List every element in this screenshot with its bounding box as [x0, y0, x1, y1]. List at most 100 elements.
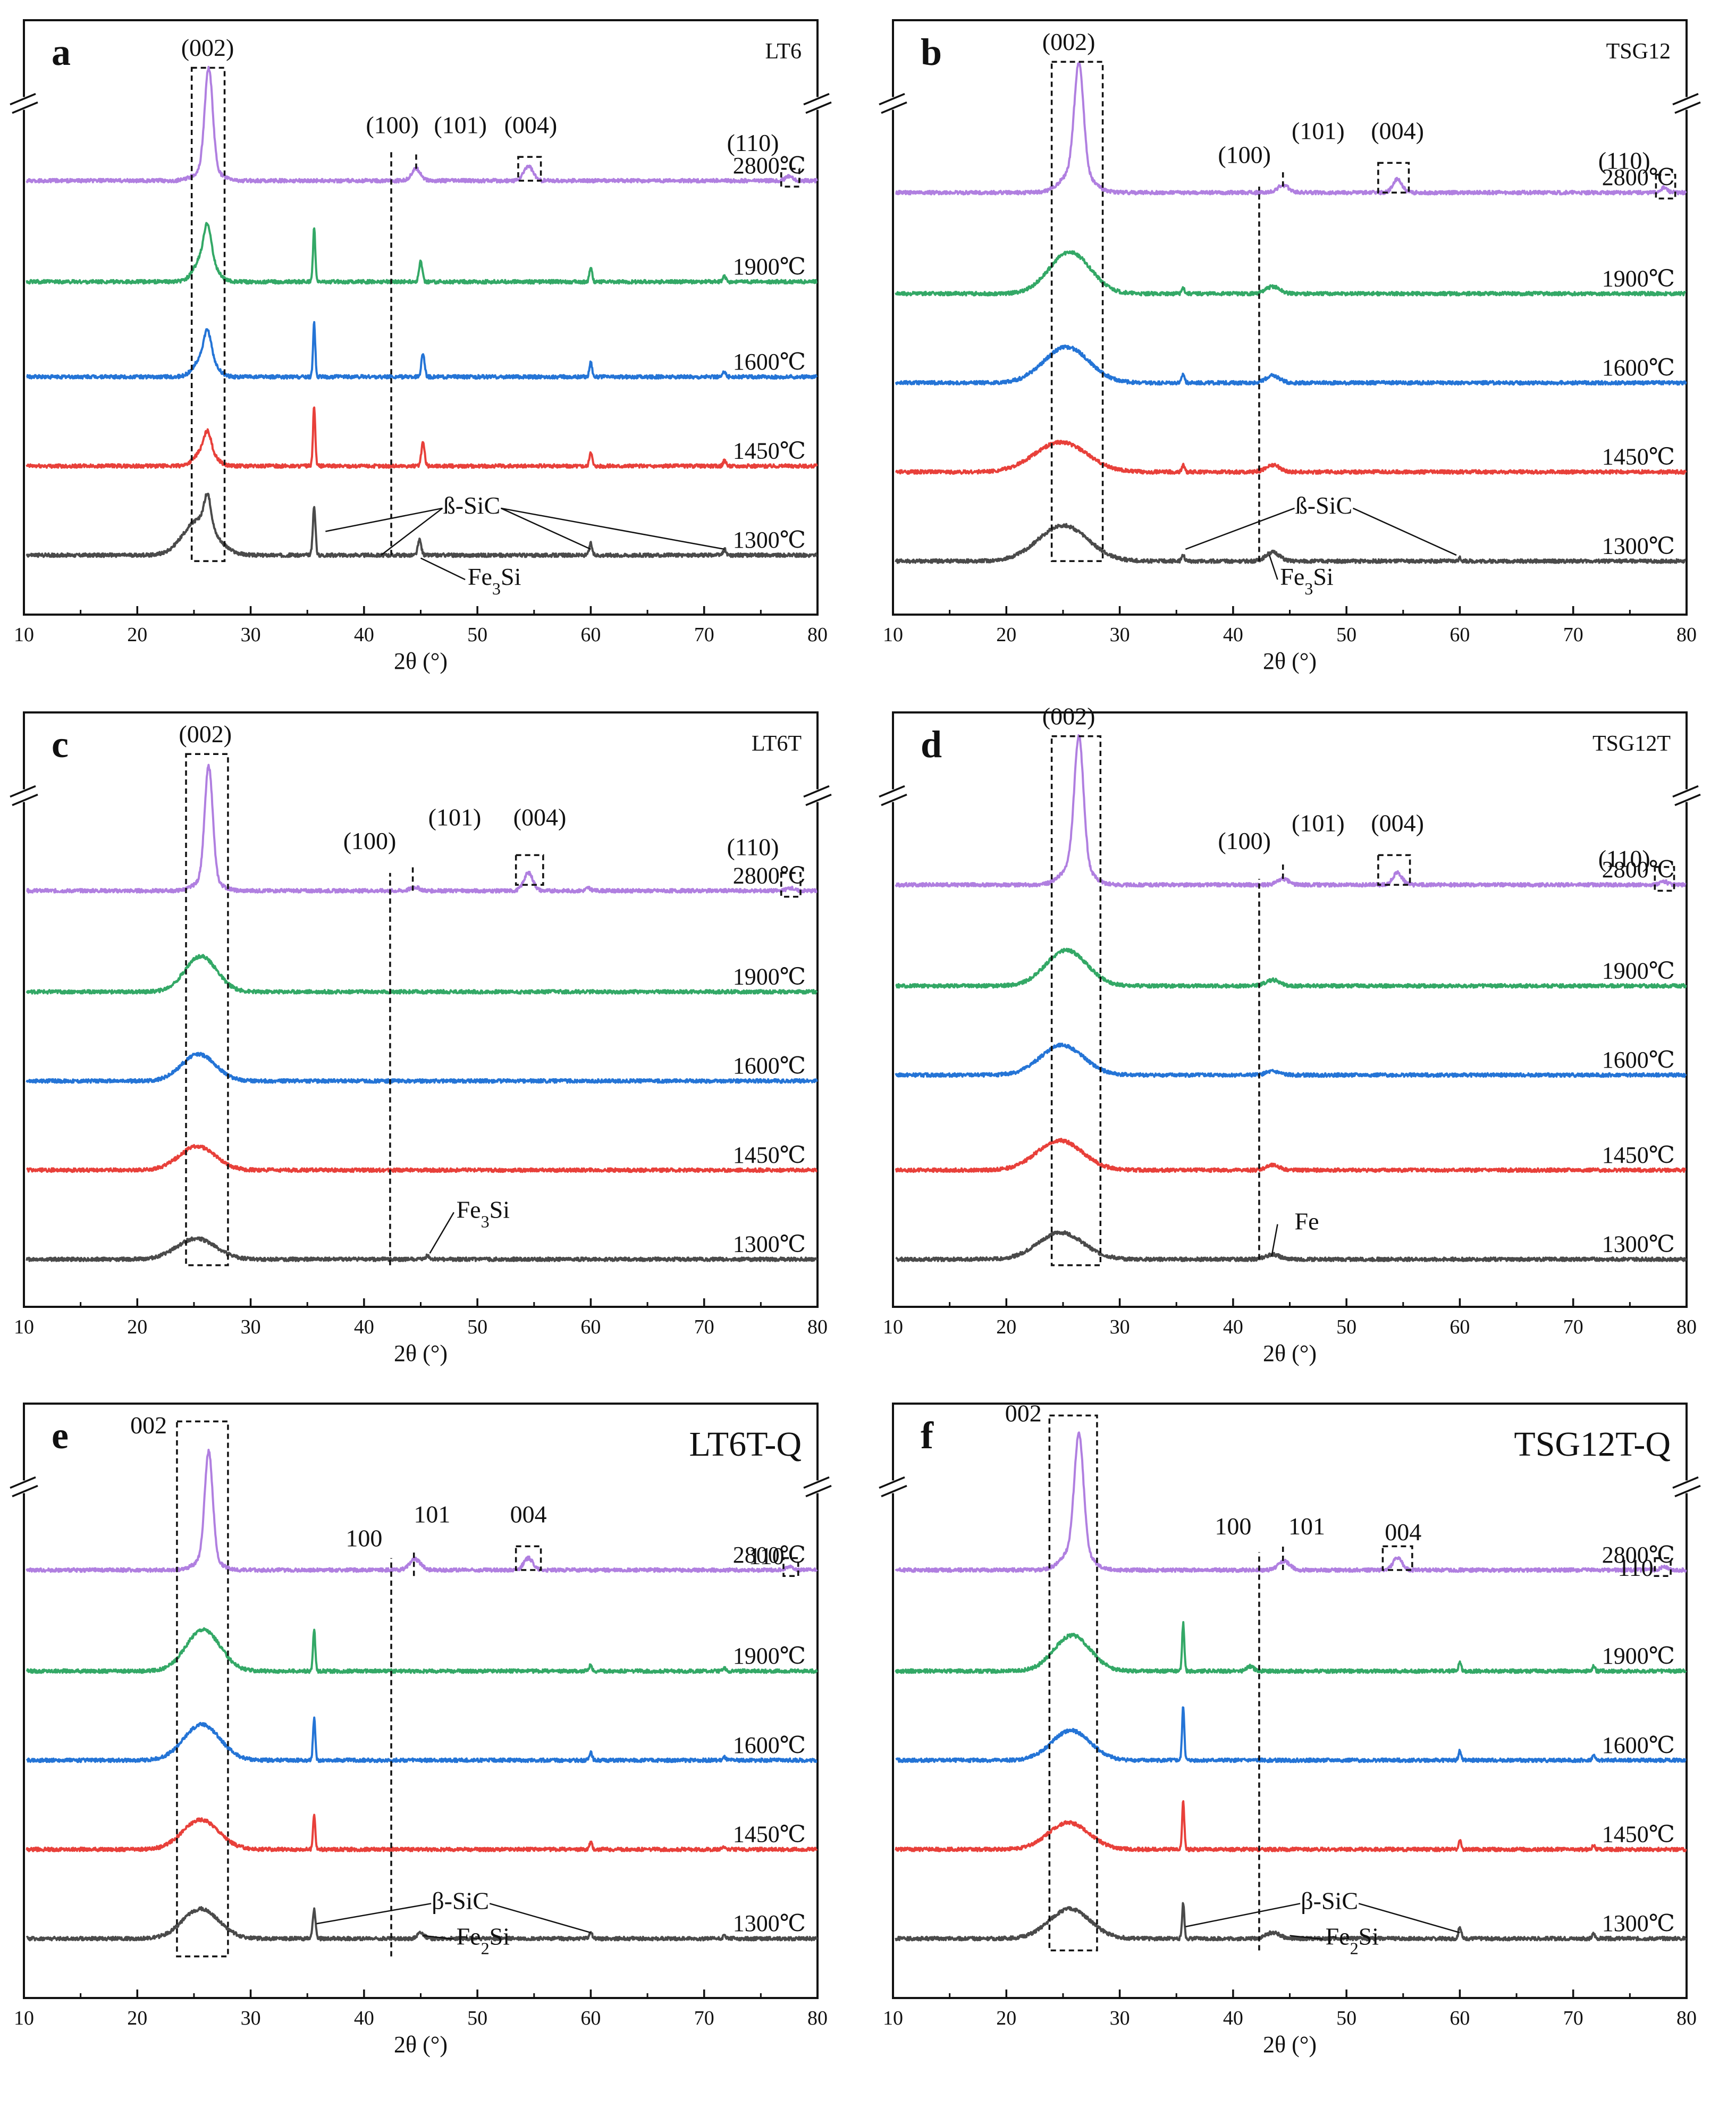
sample-name: TSG12T: [1592, 732, 1671, 756]
phase-leader-line: [1271, 1224, 1278, 1257]
axis-break-mark: [1672, 785, 1699, 798]
phase-label: β-SiC: [1301, 1887, 1358, 1914]
x-axis-label: 2θ (°): [1263, 1340, 1317, 1366]
plane-label: (110): [727, 833, 779, 860]
temperature-label: 1900℃: [733, 254, 806, 280]
axis-break-mark: [1672, 93, 1699, 106]
x-tick-label: 10: [14, 1316, 34, 1338]
axis-break-mark: [1674, 793, 1701, 807]
x-tick-label: 40: [354, 624, 374, 646]
temperature-label: 1450℃: [1602, 1142, 1675, 1168]
series-1900℃: [895, 947, 1687, 989]
axis-break-mark: [1674, 1484, 1701, 1498]
series-2800℃: [26, 65, 818, 184]
plane-label: 002: [130, 1412, 167, 1439]
dashed-peak-box: [1377, 854, 1411, 886]
axis-break-mark: [10, 1476, 36, 1489]
plane-label: 004: [510, 1501, 547, 1528]
panel-f: 10 20 30 40 50 60 70 80 2θ (°) f TSG12T-Q 1300℃ 1450…: [879, 1400, 1701, 2058]
series-1300℃: [26, 492, 818, 558]
axis-break-mark: [805, 101, 832, 114]
sample-name: LT6T: [752, 732, 802, 756]
dashed-peak-box: [1381, 1545, 1413, 1571]
dashed-peak-box: [185, 753, 229, 1266]
x-tick-label: 50: [1336, 624, 1356, 646]
plane-label: (100): [343, 827, 397, 854]
x-axis-label: 2θ (°): [394, 648, 448, 674]
plane-label: (002): [1042, 28, 1095, 55]
series-1900℃: [26, 222, 818, 285]
plane-label: 110: [1617, 1554, 1653, 1581]
dashed-peak-box: [1654, 866, 1675, 892]
phase-leader-line: [1352, 507, 1457, 556]
plane-label: (100): [1218, 141, 1271, 168]
series-1600℃: [26, 1052, 818, 1084]
temperature-label: 2800℃: [733, 153, 806, 179]
plane-label: 002: [1005, 1400, 1042, 1427]
phase-leader-line: [1185, 507, 1295, 550]
dashed-peak-box: [515, 854, 544, 886]
temperature-label: 1450℃: [733, 1821, 806, 1848]
series-1450℃: [26, 1144, 818, 1173]
panel-c: 10 20 30 40 50 60 70 80 2θ (°) c LT6T 1300℃ 1450℃ 160…: [10, 711, 832, 1366]
panel-letter: a: [52, 31, 71, 73]
series-1900℃: [26, 954, 818, 995]
series-1900℃: [26, 1627, 818, 1674]
x-tick-label: 40: [1223, 2007, 1243, 2029]
phase-label: Fe3Si: [1280, 563, 1333, 598]
series-1450℃: [26, 1814, 818, 1852]
phase-label: ß-SiC: [443, 492, 500, 519]
phase-label: Fe2Si: [1326, 1923, 1379, 1958]
dashed-peak-box: [1050, 61, 1104, 563]
series-1450℃: [895, 1138, 1687, 1173]
series-1600℃: [26, 1716, 818, 1764]
plane-label: (004): [1371, 810, 1424, 837]
x-tick-label: 60: [1450, 624, 1470, 646]
plane-label: (002): [1042, 702, 1095, 729]
plane-label: 100: [1215, 1513, 1251, 1540]
x-tick-label: 20: [996, 624, 1016, 646]
plot-frame: [892, 1403, 1688, 1999]
panel-letter: c: [52, 723, 69, 766]
sample-name: LT6: [765, 39, 802, 64]
phase-leader-line: [325, 507, 443, 532]
x-tick-label: 70: [1563, 624, 1583, 646]
phase-leader-line: [1290, 1935, 1323, 1940]
x-tick-label: 40: [354, 1316, 374, 1338]
phase-label: β-SiC: [432, 1887, 489, 1914]
x-tick-label: 30: [241, 624, 261, 646]
x-axis-label: 2θ (°): [1263, 2032, 1317, 2058]
plane-label: 100: [345, 1524, 382, 1551]
x-tick-label: 50: [1336, 2007, 1356, 2029]
temperature-label: 1900℃: [1602, 265, 1675, 291]
series-2800℃: [26, 1448, 818, 1573]
phase-leader-line: [316, 1903, 432, 1925]
x-tick-label: 40: [1223, 624, 1243, 646]
dashed-peak-box: [517, 156, 542, 182]
plane-label: (100): [1218, 827, 1271, 854]
series-1450℃: [26, 406, 818, 469]
temperature-label: 1300℃: [733, 1231, 806, 1257]
temperature-label: 2800℃: [1602, 1542, 1675, 1568]
x-tick-label: 60: [1450, 2007, 1470, 2029]
phase-leader-line: [429, 1212, 454, 1254]
x-tick-label: 10: [14, 624, 34, 646]
axis-break-mark: [12, 101, 38, 114]
series-2800℃: [895, 734, 1687, 888]
series-1600℃: [895, 1706, 1687, 1764]
x-tick-label: 30: [241, 1316, 261, 1338]
dashed-peak-box: [1048, 1414, 1098, 1952]
temperature-label: 1450℃: [733, 1142, 806, 1168]
axis-break-mark: [803, 1476, 830, 1489]
axis-break-mark: [879, 785, 905, 798]
panel-letter: e: [52, 1414, 69, 1457]
x-axis-label: 2θ (°): [1263, 648, 1317, 674]
plane-label: (002): [179, 720, 232, 748]
dashed-peak-box: [1377, 162, 1410, 194]
axis-break-mark: [803, 93, 830, 106]
plane-label: 101: [1288, 1513, 1325, 1540]
phase-leader-line: [381, 507, 443, 556]
plot-frame: [892, 19, 1688, 616]
temperature-label: 1900℃: [733, 1643, 806, 1669]
